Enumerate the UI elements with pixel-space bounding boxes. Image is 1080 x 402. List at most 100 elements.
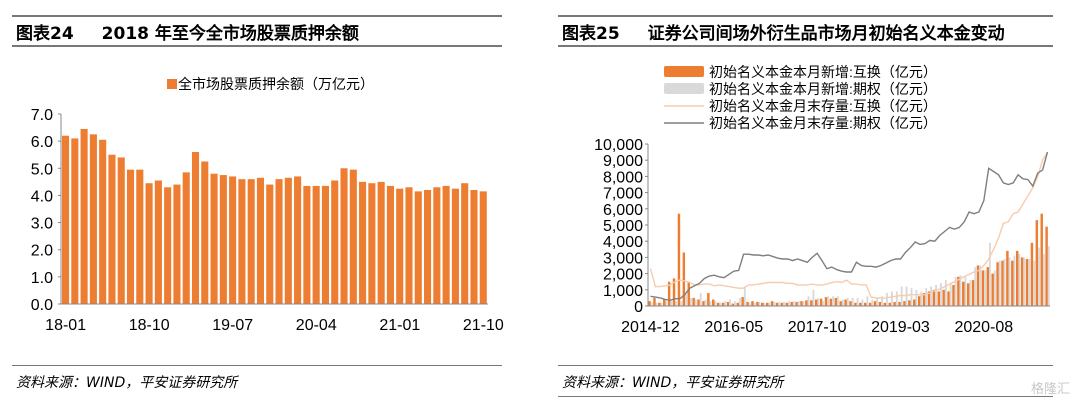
bar-option bbox=[871, 299, 874, 306]
chart-title-right: 图表25 证券公司间场外衍生品市场月初始名义本金变动 bbox=[562, 19, 1005, 44]
bar-swap bbox=[913, 299, 916, 306]
x-tick-label: 2017-10 bbox=[788, 319, 847, 336]
bar-option bbox=[954, 276, 957, 306]
bar bbox=[451, 188, 459, 304]
bar-swap bbox=[810, 300, 813, 306]
bar bbox=[349, 169, 357, 304]
title-rule-right bbox=[558, 45, 1053, 47]
bar-swap bbox=[1045, 226, 1048, 306]
bar-option bbox=[944, 280, 947, 306]
bar-swap bbox=[917, 296, 921, 306]
bar-swap bbox=[1015, 250, 1019, 306]
source-rule-right bbox=[558, 365, 1053, 366]
top-rule-right bbox=[558, 15, 1053, 17]
bar bbox=[275, 179, 283, 304]
bar-swap bbox=[667, 281, 671, 306]
x-tick-label: 21-01 bbox=[379, 317, 420, 334]
bar-swap bbox=[947, 291, 950, 306]
bar-option bbox=[920, 291, 923, 306]
y-tick-label: 5.0 bbox=[31, 161, 53, 178]
bar-swap bbox=[800, 301, 803, 306]
y-tick-label: 3.0 bbox=[31, 216, 53, 233]
bar-option bbox=[905, 286, 908, 306]
bar-option bbox=[788, 301, 790, 306]
bar-swap bbox=[878, 301, 882, 306]
bar-swap bbox=[888, 302, 891, 306]
bar-option bbox=[915, 289, 918, 306]
bar bbox=[164, 187, 172, 304]
bar bbox=[126, 169, 135, 304]
figure-title: 2018 年至今全市场股票质押余额 bbox=[101, 24, 359, 44]
bar-option bbox=[935, 284, 937, 306]
bar-option bbox=[974, 267, 977, 306]
bar-option bbox=[680, 301, 683, 306]
y-tick-label: 7,000 bbox=[603, 186, 643, 203]
bar bbox=[461, 183, 469, 304]
bar-option bbox=[984, 270, 986, 306]
bar-option bbox=[699, 293, 702, 306]
bar-option bbox=[768, 302, 771, 306]
bar bbox=[99, 139, 107, 304]
bar-option bbox=[729, 299, 732, 306]
bar bbox=[359, 181, 367, 304]
bar-swap bbox=[1030, 242, 1034, 306]
bar-option bbox=[979, 265, 982, 306]
bar-swap bbox=[883, 302, 887, 306]
bar-option bbox=[719, 302, 722, 306]
bar bbox=[396, 188, 404, 304]
bar bbox=[247, 179, 255, 304]
y-tick-label: 6.0 bbox=[31, 134, 53, 151]
bar-option bbox=[1023, 257, 1026, 306]
bar-swap bbox=[682, 252, 686, 306]
bar bbox=[340, 168, 348, 304]
y-tick-label: 8,000 bbox=[603, 169, 643, 186]
bar-swap bbox=[707, 293, 710, 306]
bar-option bbox=[704, 299, 707, 306]
bar-swap bbox=[741, 297, 744, 306]
x-tick-label: 18-10 bbox=[129, 317, 170, 334]
bar bbox=[117, 157, 125, 304]
bar bbox=[238, 179, 246, 304]
bar-option bbox=[773, 301, 776, 306]
bar-option bbox=[1047, 246, 1050, 306]
bar-option bbox=[763, 302, 766, 306]
bar-swap bbox=[658, 302, 661, 306]
bar-option bbox=[1042, 254, 1045, 306]
bar-swap bbox=[864, 302, 867, 306]
bar-option bbox=[714, 301, 717, 306]
bar-option bbox=[939, 283, 942, 306]
bar-option bbox=[758, 301, 761, 306]
bar-swap bbox=[672, 278, 676, 306]
bar bbox=[154, 180, 162, 304]
bar-swap bbox=[692, 297, 695, 306]
bar-swap bbox=[805, 300, 808, 306]
bar bbox=[71, 138, 79, 304]
bar-option bbox=[861, 299, 864, 306]
bar-option bbox=[1003, 259, 1006, 306]
bar-swap bbox=[1011, 260, 1014, 306]
bottom-rule-right bbox=[558, 396, 1053, 397]
bar-option bbox=[743, 286, 746, 306]
bar-swap bbox=[849, 301, 852, 306]
bar bbox=[479, 191, 487, 304]
bar-option bbox=[783, 301, 785, 306]
source-note-left: 资料来源：WIND，平安证券研究所 bbox=[16, 375, 238, 391]
bar bbox=[414, 191, 422, 304]
bar-option bbox=[753, 302, 756, 306]
bar-swap bbox=[991, 273, 994, 306]
bar-option bbox=[949, 283, 952, 306]
bar-swap bbox=[942, 289, 945, 306]
bar bbox=[470, 190, 478, 304]
bar-swap bbox=[751, 301, 754, 306]
bar-option bbox=[748, 302, 751, 306]
bar-swap bbox=[761, 302, 764, 306]
bar-option bbox=[866, 296, 869, 306]
bar-option bbox=[856, 297, 859, 306]
bar-option bbox=[851, 297, 854, 306]
bar bbox=[442, 185, 450, 304]
bar-option bbox=[881, 296, 884, 306]
bar bbox=[89, 134, 97, 304]
bar-swap bbox=[868, 302, 872, 306]
bar-swap bbox=[677, 213, 681, 306]
bar-swap bbox=[996, 262, 999, 306]
